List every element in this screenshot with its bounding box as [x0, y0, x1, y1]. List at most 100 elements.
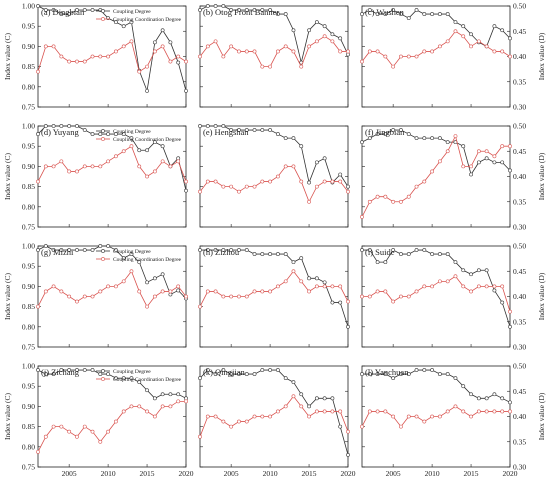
- coordination-point: [268, 179, 273, 184]
- coordination-point: [160, 289, 165, 294]
- plot-frame: [361, 125, 511, 228]
- coupling-point: [275, 132, 280, 136]
- coupling-point: [237, 8, 241, 12]
- left-tick-label: 0.80: [22, 442, 35, 451]
- coupling-point: [75, 124, 79, 128]
- legend-coordination-label: Coupling Coordination Degree: [113, 17, 182, 23]
- coupling-point: [299, 392, 304, 397]
- coordination-point: [275, 409, 280, 414]
- coordination-point: [500, 49, 505, 54]
- coupling-point: [43, 372, 48, 376]
- coordination-point: [113, 49, 118, 54]
- coordination-point: [36, 449, 40, 454]
- coupling-point: [430, 12, 435, 16]
- coordination-point: [453, 134, 458, 139]
- coordination-point: [367, 409, 372, 414]
- coordination-point: [283, 164, 288, 169]
- coordination-point: [476, 149, 481, 154]
- coupling-point: [113, 20, 118, 25]
- coupling-point: [508, 36, 512, 41]
- coupling-point: [121, 376, 126, 381]
- coordination-point: [299, 179, 304, 184]
- coupling-point: [59, 368, 64, 372]
- coordination-point: [98, 54, 103, 59]
- coupling-point: [469, 32, 473, 37]
- coordination-point: [469, 164, 473, 169]
- coordination-point: [360, 294, 364, 299]
- panel-title: (i) Suide: [365, 247, 395, 257]
- right-tick-label: 0.50: [513, 2, 526, 11]
- coordination-point: [82, 294, 87, 299]
- coordination-point: [213, 289, 218, 294]
- coupling-point: [307, 180, 311, 185]
- left-tick-label: 1.00: [22, 122, 35, 131]
- panel-l-yanchuan: 0.30 0.35 0.40 0.45 0.50 2005 2010 2015 2020 Inde…: [360, 362, 546, 478]
- coordination-point: [314, 409, 319, 414]
- coupling-point: [461, 384, 466, 389]
- coupling-point: [307, 28, 311, 33]
- coupling-point: [75, 8, 79, 12]
- coordination-point: [160, 159, 165, 164]
- coordination-point: [391, 199, 396, 204]
- coordination-point: [252, 414, 257, 419]
- x-tick-label: 2015: [302, 469, 317, 478]
- coupling-point: [492, 392, 497, 397]
- coordination-point: [346, 299, 350, 304]
- coordination-point: [98, 439, 103, 444]
- coupling-point: [469, 172, 473, 177]
- coupling-point: [500, 160, 505, 165]
- x-tick-label: 2010: [425, 469, 440, 478]
- coupling-point: [168, 40, 173, 45]
- coordination-point: [375, 49, 380, 54]
- coupling-point: [461, 24, 466, 29]
- coupling-point: [391, 8, 396, 12]
- right-tick-label: 0.40: [513, 52, 526, 61]
- coupling-point: [406, 252, 411, 256]
- coordination-point: [360, 214, 364, 219]
- coupling-point: [391, 376, 396, 381]
- coupling-point: [205, 4, 210, 8]
- coordination-point: [98, 164, 103, 169]
- left-tick-label: 1.00: [22, 2, 35, 11]
- coupling-point: [98, 244, 103, 248]
- coordination-point: [367, 49, 372, 54]
- coordination-point: [152, 49, 157, 54]
- coupling-point: [67, 248, 72, 252]
- coupling-point: [500, 28, 505, 33]
- coordination-point: [399, 294, 403, 299]
- coordination-point: [330, 409, 335, 414]
- coupling-point: [453, 260, 458, 265]
- coupling-point: [338, 36, 343, 41]
- coordination-point: [268, 289, 273, 294]
- coordination-point: [221, 419, 226, 424]
- coupling-point: [152, 396, 157, 401]
- right-axis-title: Index value (D): [537, 152, 546, 200]
- coordination-point: [330, 284, 335, 289]
- right-tick-label: 0.45: [513, 147, 526, 156]
- right-tick-label: 0.40: [513, 172, 526, 181]
- coupling-point: [106, 244, 111, 248]
- coordination-point: [184, 59, 188, 64]
- left-axis-title: Index value (C): [3, 392, 12, 440]
- coupling-point: [59, 248, 64, 252]
- left-tick-label: 0.90: [22, 42, 35, 51]
- coupling-point: [360, 140, 364, 145]
- coupling-point: [244, 372, 249, 376]
- coordination-point: [299, 64, 304, 69]
- coupling-point: [445, 140, 450, 145]
- coordination-point: [283, 404, 288, 409]
- coupling-point: [268, 8, 273, 12]
- coupling-point: [406, 16, 411, 21]
- coordination-point: [508, 309, 512, 314]
- coordination-point: [268, 414, 273, 419]
- coordination-point: [422, 419, 427, 424]
- coordination-point: [469, 289, 473, 294]
- coordination-point: [205, 414, 210, 419]
- coordination-line: [199, 35, 348, 68]
- coupling-point: [36, 132, 40, 136]
- coupling-point: [160, 392, 165, 397]
- left-tick-label: 0.85: [22, 182, 35, 191]
- right-tick-label: 0.45: [513, 387, 526, 396]
- coordination-point: [453, 29, 458, 34]
- coordination-point: [168, 59, 173, 64]
